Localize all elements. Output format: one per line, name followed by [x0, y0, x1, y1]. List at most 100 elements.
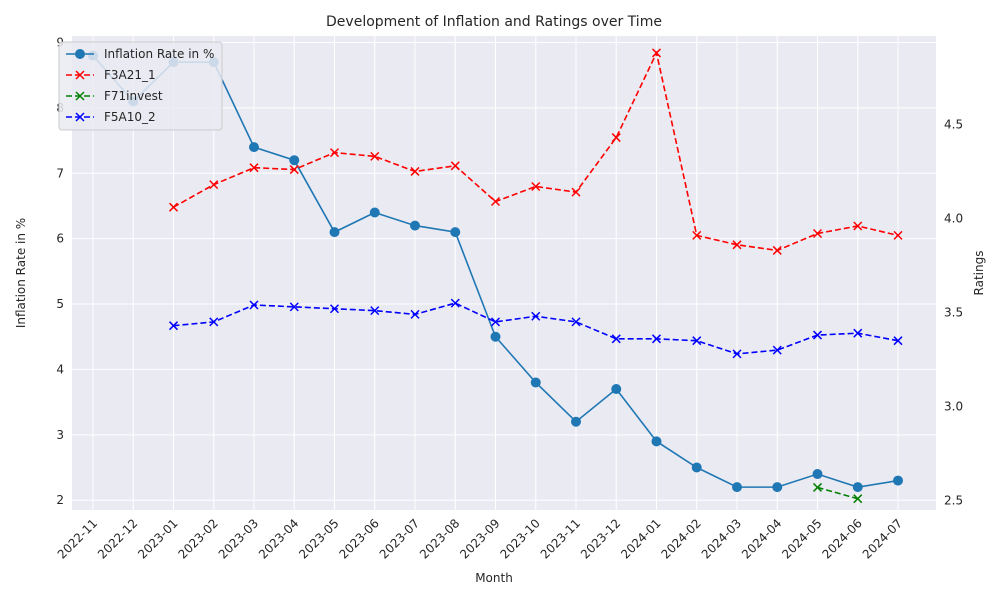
data-point — [893, 475, 903, 486]
left-tick-label: 4 — [56, 362, 64, 376]
x-tick-label: 2023-02 — [176, 516, 221, 561]
data-point — [611, 334, 621, 344]
data-point-stroke-b — [289, 165, 299, 175]
x-tick-label: 2023-04 — [256, 516, 301, 561]
data-point-stroke-b — [893, 230, 903, 240]
data-point — [893, 230, 903, 240]
x-axis-title: Month — [475, 571, 513, 585]
x-tick-label: 2022-11 — [55, 516, 100, 561]
data-point-stroke-b — [692, 230, 702, 240]
data-point — [691, 462, 702, 473]
legend-label: F71invest — [104, 89, 163, 103]
data-point-stroke-b — [370, 306, 380, 316]
legend-marker — [75, 112, 85, 122]
legend-item: F3A21_1 — [66, 68, 156, 82]
data-point — [531, 181, 541, 192]
x-tick-label: 2024-01 — [618, 516, 663, 561]
legend-box — [58, 41, 223, 131]
data-point — [651, 334, 662, 344]
right-tick-label: 4.0 — [944, 211, 963, 225]
data-point-stroke-b — [611, 133, 621, 143]
data-point — [853, 494, 863, 504]
x-tick-label: 2024-06 — [820, 516, 865, 561]
right-axis: 2.5 3.0 3.5 4.0 4.5 — [944, 117, 963, 507]
data-point — [853, 221, 863, 231]
x-tick-label: 2023-12 — [578, 516, 623, 561]
data-point-stroke-b — [651, 48, 662, 58]
data-point — [490, 331, 501, 342]
data-point-stroke-b — [812, 482, 823, 492]
data-point — [732, 349, 742, 359]
x-tick-label: 2023-01 — [135, 516, 180, 561]
data-point — [410, 166, 420, 176]
legend: Inflation Rate in % F3A21_1 F71invest F5A10… — [58, 41, 223, 131]
series-f3a21-1 — [168, 48, 903, 255]
data-point-stroke-b — [531, 311, 541, 321]
right-tick-label: 3.0 — [944, 400, 963, 414]
x-tick-label: 2023-10 — [498, 516, 543, 561]
data-point — [772, 482, 783, 493]
data-point-stroke-b — [209, 317, 219, 327]
data-point — [812, 228, 823, 239]
data-point — [329, 304, 340, 314]
data-point-stroke-b — [893, 336, 903, 346]
data-point — [651, 48, 662, 58]
data-point-stroke-b — [651, 334, 662, 344]
legend-label: Inflation Rate in % — [104, 47, 214, 61]
data-point-stroke-b — [450, 161, 460, 171]
data-point-stroke-b — [772, 245, 782, 255]
legend-marker-stroke-b — [75, 70, 85, 80]
data-point-stroke-b — [168, 202, 179, 212]
data-point — [732, 240, 742, 250]
x-tick-label: 2024-02 — [659, 516, 704, 561]
x-tick-label: 2023-05 — [296, 516, 341, 561]
data-point-stroke-b — [853, 221, 863, 231]
data-point — [329, 227, 340, 238]
data-point — [530, 377, 541, 388]
data-point-stroke-b — [772, 345, 782, 355]
left-tick-label: 6 — [56, 232, 64, 246]
data-point — [853, 328, 863, 338]
data-point-stroke-b — [571, 317, 581, 327]
data-point — [249, 300, 259, 310]
data-point — [410, 309, 420, 319]
data-point — [289, 302, 299, 312]
legend-marker — [75, 91, 85, 101]
data-point — [812, 330, 823, 340]
data-point-stroke-b — [249, 300, 259, 310]
x-tick-label: 2023-08 — [417, 516, 462, 561]
data-point — [370, 306, 380, 316]
data-point — [410, 220, 420, 231]
data-point-stroke-b — [611, 334, 621, 344]
data-point — [249, 142, 259, 153]
x-tick-label: 2023-06 — [337, 516, 382, 561]
data-point — [812, 482, 823, 492]
data-point — [289, 155, 300, 166]
data-point-stroke-b — [490, 317, 501, 327]
data-point — [490, 317, 501, 327]
data-point — [168, 321, 179, 331]
data-point — [611, 384, 622, 395]
left-tick-label: 7 — [56, 166, 64, 180]
chart-title: Development of Inflation and Ratings ove… — [326, 14, 662, 30]
data-point — [249, 163, 259, 173]
series-layer — [88, 48, 903, 504]
legend-item: F71invest — [66, 89, 163, 103]
data-point — [852, 482, 863, 493]
x-tick-label: 2023-11 — [538, 516, 583, 561]
left-tick-label: 2 — [56, 493, 64, 507]
data-point-stroke-b — [410, 309, 420, 319]
legend-label: F5A10_2 — [104, 110, 156, 124]
data-point-stroke-b — [571, 187, 581, 197]
x-tick-label: 2024-05 — [779, 516, 824, 561]
data-point — [450, 227, 461, 238]
data-point — [651, 436, 662, 447]
x-tick-label: 2024-04 — [739, 516, 784, 561]
data-point — [168, 202, 179, 212]
data-point — [732, 482, 742, 493]
legend-marker-stroke-b — [75, 91, 85, 101]
data-point — [490, 196, 501, 207]
data-point-stroke-b — [812, 228, 823, 239]
legend-item: Inflation Rate in % — [66, 47, 214, 61]
data-point — [369, 207, 380, 218]
